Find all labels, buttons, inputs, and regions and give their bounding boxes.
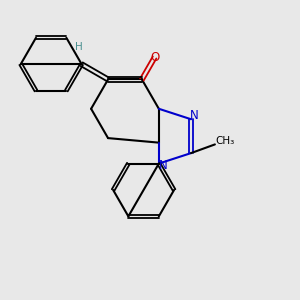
Text: O: O — [150, 51, 159, 64]
Text: N: N — [190, 109, 199, 122]
Text: CH₃: CH₃ — [216, 136, 235, 146]
Text: H: H — [75, 42, 83, 52]
Text: N: N — [159, 158, 168, 172]
